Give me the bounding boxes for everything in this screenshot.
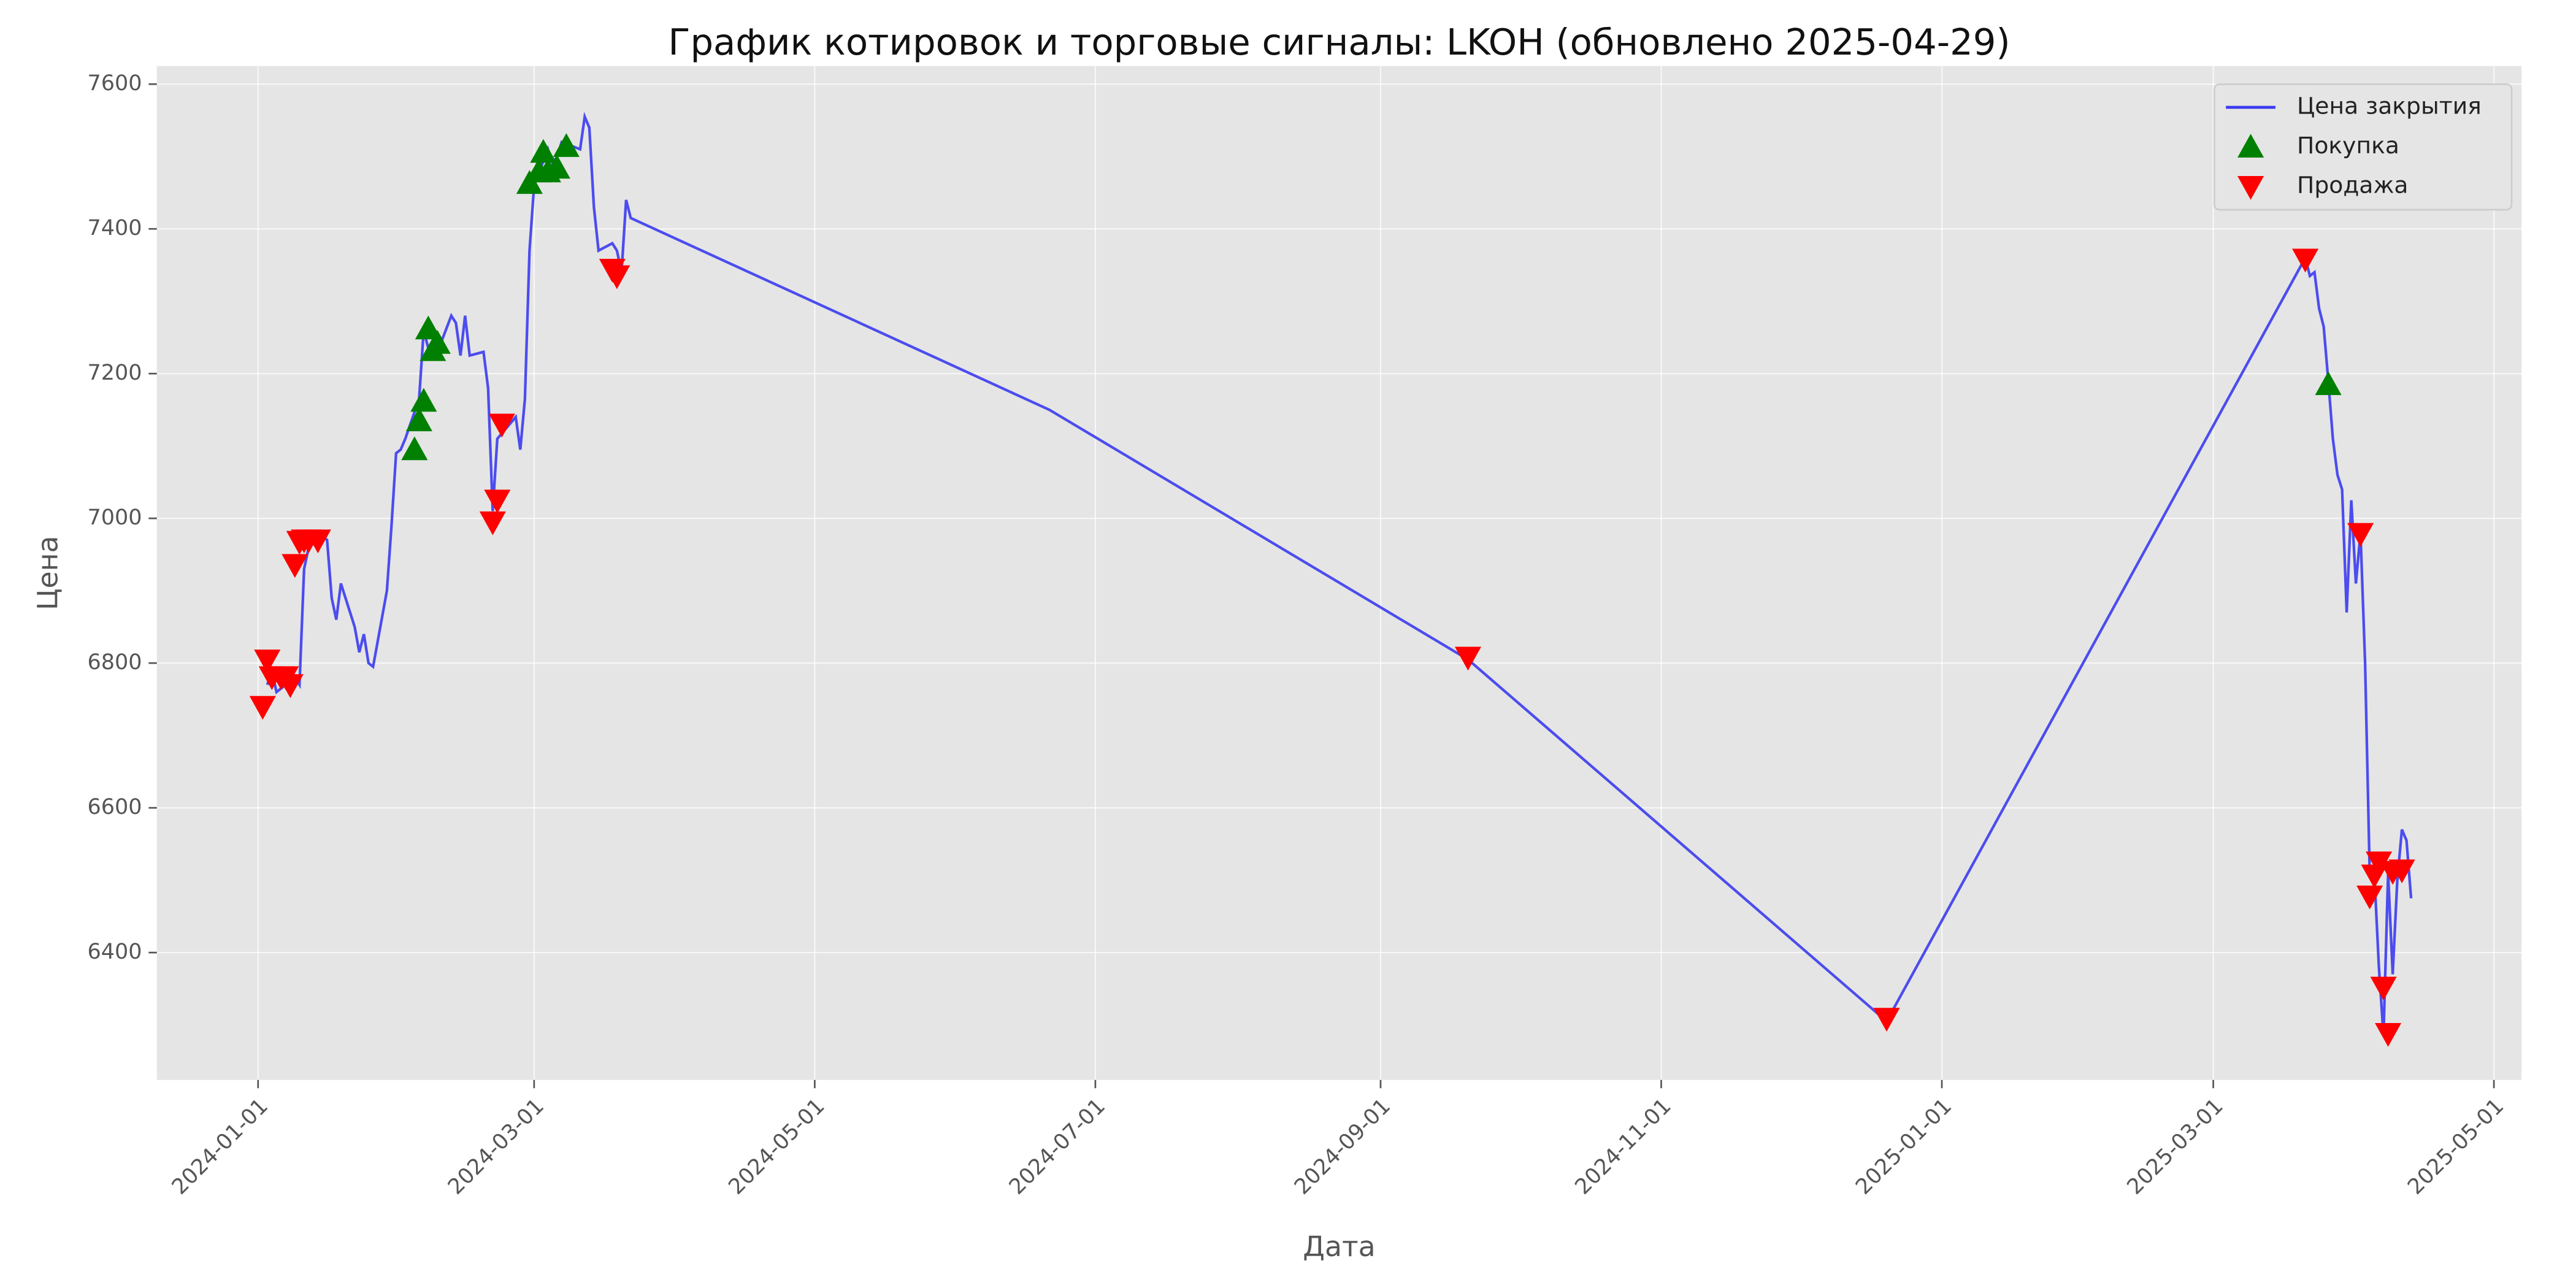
y-axis-label: Цена [31, 535, 64, 610]
sell-marker [1454, 646, 1482, 671]
plot-area [156, 66, 2522, 1080]
y-tick-label: 7000 [87, 505, 142, 530]
legend-label: Продажа [2297, 172, 2409, 199]
buy-marker [530, 139, 557, 163]
sell-marker [604, 265, 631, 289]
marks [249, 112, 2415, 1047]
buy-marker [405, 407, 432, 432]
buy-marker [415, 315, 442, 340]
x-tick-label: 2024-09-01 [1290, 1094, 1395, 1200]
legend-swatch [2237, 134, 2264, 158]
x-tick-label: 2024-11-01 [1571, 1094, 1676, 1200]
legend-swatch [2237, 176, 2264, 200]
sell-marker [2347, 523, 2374, 547]
x-tick-label: 2024-07-01 [1005, 1094, 1110, 1200]
sell-marker [249, 696, 276, 720]
x-tick-label: 2025-01-01 [1851, 1094, 1957, 1200]
x-tick-label: 2024-01-01 [167, 1094, 273, 1200]
buy-marker [2315, 371, 2342, 396]
sell-marker [1873, 1008, 1900, 1032]
sell-marker [479, 511, 506, 535]
x-tick-label: 2024-05-01 [724, 1094, 829, 1200]
legend-label: Цена закрытия [2297, 93, 2482, 120]
sell-marker [488, 413, 515, 438]
legend-label: Покупка [2297, 132, 2399, 159]
x-tick-label: 2025-03-01 [2123, 1094, 2228, 1200]
sell-marker [277, 674, 304, 699]
sell-marker [2370, 976, 2397, 1001]
sell-marker [2356, 885, 2383, 910]
x-tick-label: 2024-03-01 [443, 1094, 549, 1200]
sell-marker [2292, 248, 2319, 273]
sell-marker [484, 489, 511, 514]
x-axis-label: Дата [1303, 1230, 1375, 1263]
chart-title: График котировок и торговые сигналы: LKO… [668, 21, 2010, 63]
y-tick-label: 7400 [87, 216, 142, 240]
sell-marker [2366, 851, 2393, 876]
sell-marker [2388, 859, 2415, 884]
buy-marker [410, 388, 437, 412]
buy-marker [543, 155, 570, 179]
buy-marker [401, 436, 428, 461]
legend: Цена закрытия Покупка Продажа [2214, 83, 2513, 211]
y-tick-label: 6600 [87, 795, 142, 819]
x-tick-label: 2025-05-01 [2403, 1094, 2509, 1200]
buy-marker [424, 330, 451, 354]
buy-marker [553, 133, 580, 157]
sell-marker [2375, 1023, 2402, 1047]
legend-box [2214, 83, 2513, 211]
sell-marker [304, 529, 331, 554]
y-tick-label: 6800 [87, 650, 142, 675]
y-tick-label: 7600 [87, 71, 142, 96]
sell-marker [254, 650, 281, 673]
y-tick-label: 6400 [87, 940, 142, 964]
y-tick-label: 7200 [87, 361, 142, 385]
sell-marker [282, 554, 309, 578]
